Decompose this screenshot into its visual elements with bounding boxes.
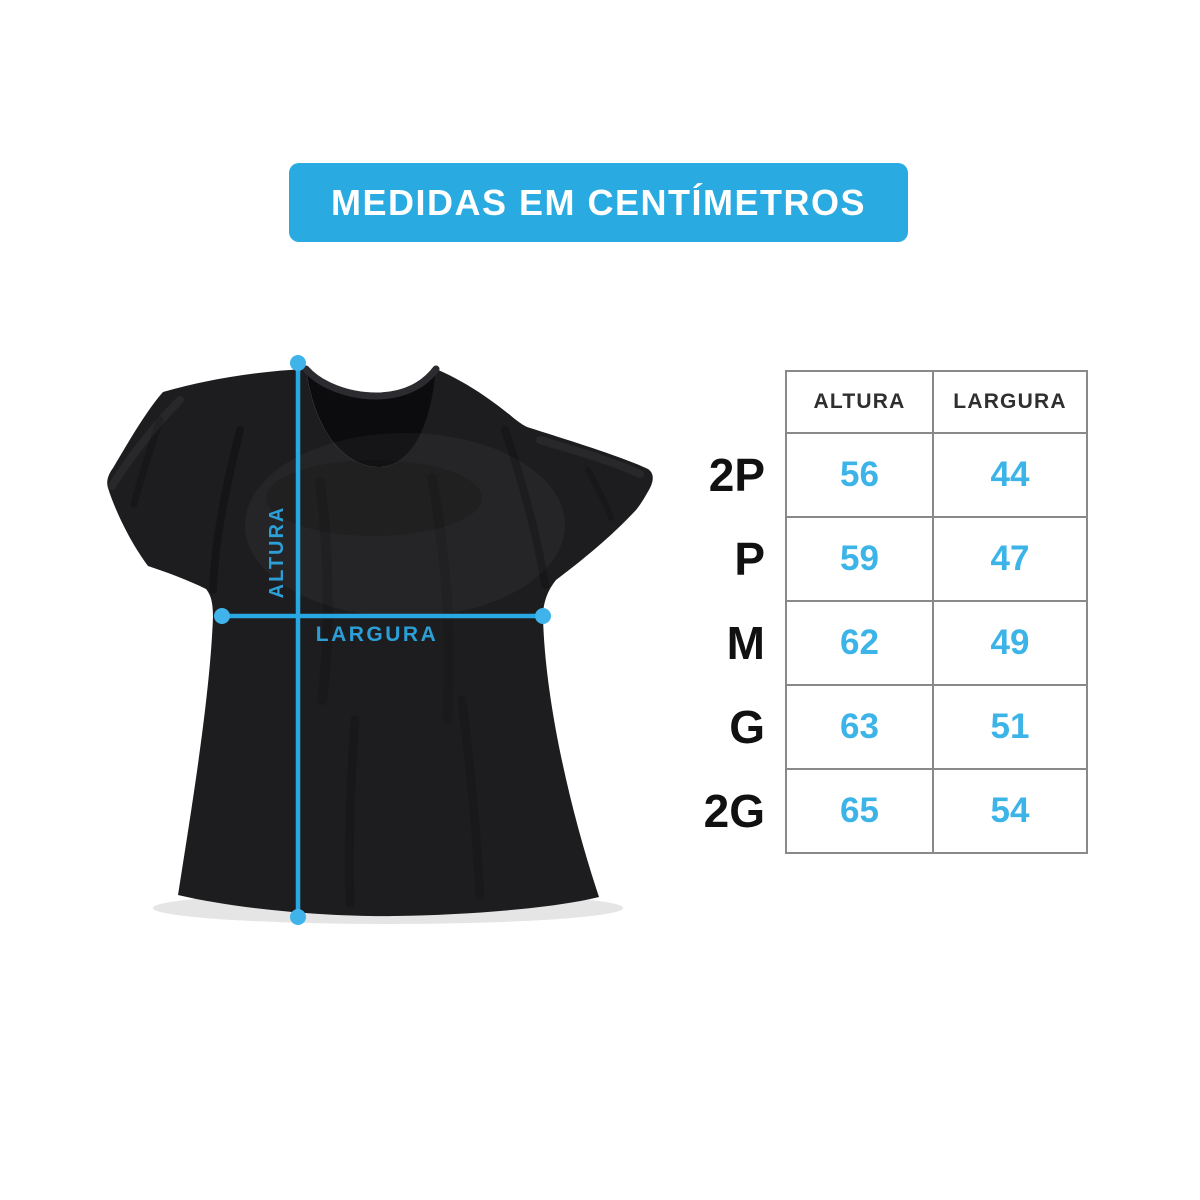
largura-value-p: 47 — [932, 516, 1088, 602]
chest-highlight — [245, 433, 565, 617]
table-row: G 63 51 — [680, 684, 1088, 770]
fabric-wrinkles — [130, 416, 614, 908]
size-label-2g: 2G — [703, 785, 765, 837]
table-row: 2G 65 54 — [680, 768, 1088, 854]
size-label-2p: 2P — [708, 449, 765, 501]
empty-corner-cell — [680, 371, 786, 433]
height-measure-line — [290, 355, 306, 925]
collar-shadow — [266, 460, 482, 536]
largura-value-2g: 54 — [932, 768, 1088, 854]
fabric-highlights — [108, 396, 644, 490]
page-title: MEDIDAS EM CENTÍMETROS — [330, 181, 866, 223]
tshirt-icon — [107, 369, 653, 917]
column-header-altura: ALTURA — [785, 370, 934, 434]
width-measure-line — [214, 608, 551, 624]
altura-value-2p: 56 — [785, 432, 934, 518]
altura-value-g: 63 — [785, 684, 934, 770]
altura-value-2g: 65 — [785, 768, 934, 854]
measure-endpoint-dot — [535, 608, 551, 624]
altura-value-p: 59 — [785, 516, 934, 602]
width-label: LARGURA — [316, 623, 439, 646]
size-table: ALTURA LARGURA 2P 56 44 P 59 47 M 62 49 … — [680, 370, 1088, 854]
size-label-m: M — [726, 617, 765, 669]
largura-value-m: 49 — [932, 600, 1088, 686]
altura-value-m: 62 — [785, 600, 934, 686]
table-header-row: ALTURA LARGURA — [680, 370, 1088, 434]
largura-value-2p: 44 — [932, 432, 1088, 518]
measure-endpoint-dot — [290, 355, 306, 371]
table-row: M 62 49 — [680, 600, 1088, 686]
measure-endpoint-dot — [290, 909, 306, 925]
collar-band — [302, 365, 440, 400]
title-banner: MEDIDAS EM CENTÍMETROS — [289, 163, 908, 242]
table-row: P 59 47 — [680, 516, 1088, 602]
height-label: ALTURA — [266, 506, 288, 599]
column-header-largura: LARGURA — [932, 370, 1088, 434]
size-label-p: P — [734, 533, 765, 585]
tshirt-measure-diagram: ALTURA LARGURA — [107, 355, 653, 925]
measure-endpoint-dot — [214, 608, 230, 624]
size-label-g: G — [729, 701, 765, 753]
table-row: 2P 56 44 — [680, 432, 1088, 518]
largura-value-g: 51 — [932, 684, 1088, 770]
